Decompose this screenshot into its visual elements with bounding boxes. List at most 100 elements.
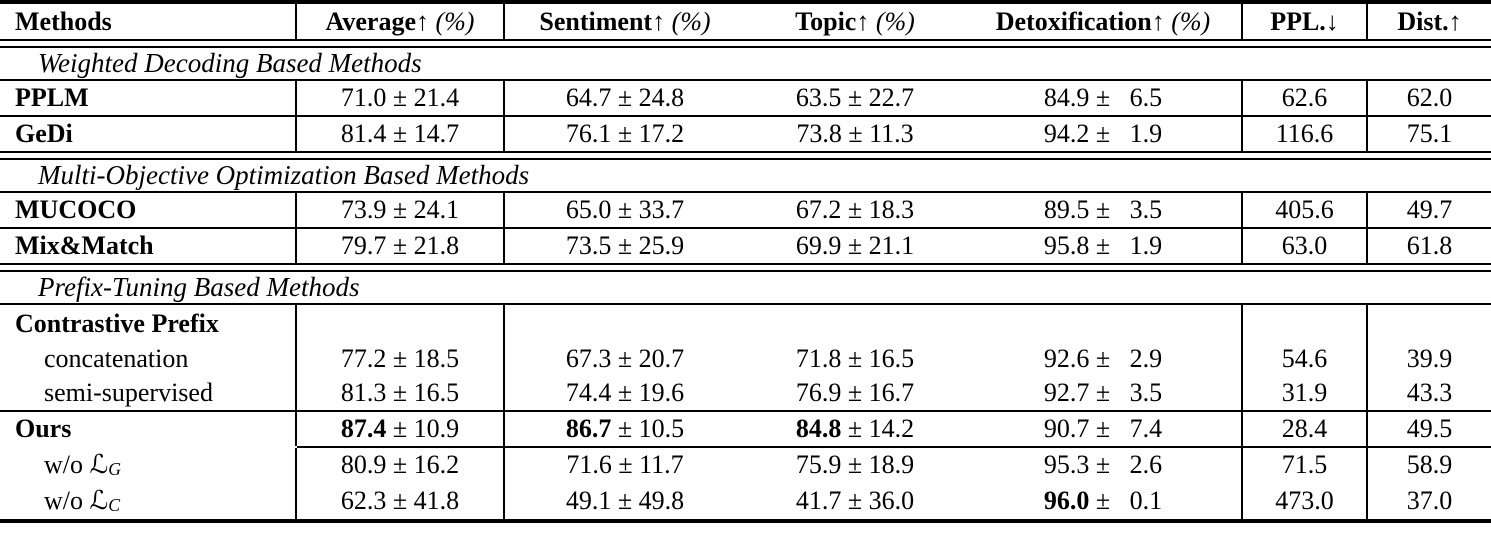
value-cell: 62.3 ± 41.8 <box>297 482 505 519</box>
mean-value: 89.5 <box>1043 195 1090 224</box>
std-value: 10.5 <box>638 414 685 443</box>
single-rule <box>0 303 1491 305</box>
method-label: w/o <box>44 485 90 515</box>
value-cell: 75.1 <box>1368 117 1491 151</box>
plus-minus: ± <box>1089 414 1117 443</box>
value-cell: 74.4 ± 19.6 <box>505 376 745 410</box>
value-cell: 96.0 ± 0.1 <box>965 482 1243 519</box>
single-rule <box>0 227 1491 229</box>
mean-value: 71.8 <box>795 344 842 373</box>
std-value: 25.9 <box>638 231 685 260</box>
std-value: 3.5 <box>1116 378 1163 407</box>
value-cell: 67.2 ± 18.3 <box>745 193 965 227</box>
std-value: 14.7 <box>413 119 460 148</box>
std-value: 7.4 <box>1116 414 1163 443</box>
value-cell <box>965 305 1243 342</box>
value-cell: 58.9 <box>1368 448 1491 482</box>
mean-value: 69.9 <box>795 231 842 260</box>
plus-minus: ± <box>1089 231 1117 260</box>
std-value: 21.4 <box>413 83 460 112</box>
std-value: 18.9 <box>868 450 915 479</box>
plus-minus: ± <box>386 344 414 373</box>
mean-value: 63.5 <box>795 83 842 112</box>
mean-value: 80.9 <box>340 450 387 479</box>
std-value: 21.8 <box>413 231 460 260</box>
std-value: 22.7 <box>868 83 915 112</box>
table-row: Ours 87.4 ± 10.9 86.7 ± 10.5 84.8 ± 14.2 90.… <box>0 412 1491 446</box>
value-cell: 92.6 ± 2.9 <box>965 342 1243 376</box>
column-header: Sentiment ↑ (%) <box>505 4 745 39</box>
double-rule <box>0 39 1491 48</box>
value-cell: 89.5 ± 3.5 <box>965 193 1243 227</box>
plus-minus: ± <box>386 83 414 112</box>
mean-value: 67.3 <box>565 344 612 373</box>
value-cell: 75.9 ± 18.9 <box>745 448 965 482</box>
value-cell: 71.8 ± 16.5 <box>745 342 965 376</box>
mean-value: 39.9 <box>1406 344 1453 373</box>
value-cell: 39.9 <box>1368 342 1491 376</box>
plus-minus: ± <box>611 344 639 373</box>
mean-value: 96.0 <box>1043 485 1090 515</box>
value-cell: 95.8 ± 1.9 <box>965 229 1243 263</box>
table-row: concatenation 77.2 ± 18.5 67.3 ± 20.7 71.8 … <box>0 342 1491 376</box>
plus-minus: ± <box>386 414 414 443</box>
value-cell: 63.0 <box>1243 229 1368 263</box>
method-cell: MUCOCO <box>0 193 297 227</box>
mean-value: 73.8 <box>796 119 842 148</box>
plus-minus: ± <box>841 231 869 260</box>
value-cell: 69.9 ± 21.1 <box>745 229 965 263</box>
plus-minus: ± <box>386 231 414 260</box>
plus-minus: ± <box>386 378 414 407</box>
section-header-label: Weighted Decoding Based Methods <box>38 48 422 78</box>
value-cell: 77.2 ± 18.5 <box>297 342 505 376</box>
section-header-row: Multi-Objective Optimization Based Metho… <box>0 160 1491 191</box>
value-cell <box>745 305 965 342</box>
plus-minus: ± <box>1089 450 1117 479</box>
method-label: concatenation <box>44 344 189 373</box>
plus-minus: ± <box>611 485 639 515</box>
method-label: PPLM <box>15 83 89 112</box>
method-cell: Mix&Match <box>0 229 297 263</box>
std-value: 16.5 <box>413 378 460 407</box>
value-cell: 76.9 ± 16.7 <box>745 376 965 410</box>
mean-value: 71.6 <box>566 450 612 479</box>
column-header: Methods <box>0 4 297 39</box>
value-cell: 84.9 ± 6.5 <box>965 81 1243 115</box>
mean-value: 49.7 <box>1406 195 1453 224</box>
std-value: 16.5 <box>868 344 915 373</box>
plus-minus: ± <box>1089 378 1117 407</box>
loss-symbol: ℒ <box>89 485 109 516</box>
mean-value: 73.5 <box>565 231 612 260</box>
mean-value: 75.9 <box>795 450 842 479</box>
value-cell: 63.5 ± 22.7 <box>745 81 965 115</box>
value-cell: 86.7 ± 10.5 <box>505 412 745 446</box>
column-header-label: Methods <box>15 6 112 36</box>
mean-value: 49.5 <box>1406 414 1453 443</box>
std-value: 1.9 <box>1116 119 1163 148</box>
partial-rule-segment <box>297 446 1491 448</box>
method-label: w/o <box>44 450 90 479</box>
method-cell: Contrastive Prefix <box>0 305 297 342</box>
column-header-label: Detoxification <box>995 6 1152 36</box>
plus-minus: ± <box>611 378 639 407</box>
value-cell: 95.3 ± 2.6 <box>965 448 1243 482</box>
section-header-label: Prefix-Tuning Based Methods <box>38 272 360 302</box>
plus-minus: ± <box>1089 195 1117 224</box>
mean-value: 31.9 <box>1281 378 1328 407</box>
mean-value: 58.9 <box>1406 450 1453 479</box>
table-row: GeDi 81.4 ± 14.7 76.1 ± 17.2 73.8 ± 11.3 94.… <box>0 117 1491 151</box>
method-cell: Ours <box>0 412 297 446</box>
std-value: 18.3 <box>868 195 915 224</box>
mean-value: 54.6 <box>1281 344 1328 373</box>
value-cell: 49.7 <box>1368 193 1491 227</box>
value-cell: 71.6 ± 11.7 <box>505 448 745 482</box>
section-header-label: Multi-Objective Optimization Based Metho… <box>38 160 530 190</box>
plus-minus: ± <box>1089 485 1117 515</box>
plus-minus: ± <box>386 485 414 515</box>
value-cell: 90.7 ± 7.4 <box>965 412 1243 446</box>
column-header: Average ↑ (%) <box>297 4 505 39</box>
mean-value: 84.8 <box>795 414 842 443</box>
table-row: semi-supervised 81.3 ± 16.5 74.4 ± 19.6 76.… <box>0 376 1491 410</box>
section-header-row: Prefix-Tuning Based Methods <box>0 272 1491 303</box>
